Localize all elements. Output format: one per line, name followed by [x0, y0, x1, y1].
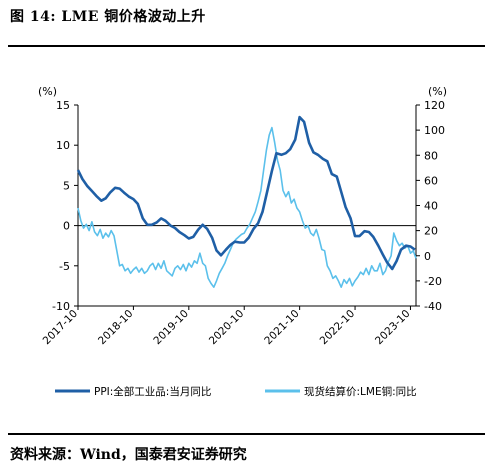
plot-layer: 15 10 5 0 -5 -10 120 100 80 60 40 20 0 -20 -40 2017-10 2… — [41, 99, 445, 347]
right-tick-label: 60 — [424, 174, 438, 187]
source-note: 资料来源：Wind，国泰君安证券研究 — [10, 447, 247, 463]
left-tick-label: -10 — [52, 300, 70, 313]
legend-label-lme: 现货结算价:LME铜:同比 — [304, 385, 417, 398]
right-tick-label: -20 — [424, 275, 442, 288]
left-tick-label: 15 — [56, 99, 70, 112]
x-tick-label: 2018-10 — [96, 308, 136, 348]
legend: PPI:全部工业品:当月同比 现货结算价:LME铜:同比 — [55, 385, 417, 398]
legend-label-ppi: PPI:全部工业品:当月同比 — [94, 385, 211, 398]
series-line-ppi — [76, 115, 416, 271]
left-tick-label: 10 — [56, 139, 70, 152]
left-tick-label: -5 — [59, 260, 70, 273]
x-tick-label: 2019-10 — [151, 308, 191, 348]
left-tick-label: 0 — [63, 220, 70, 233]
right-axis-unit: (%) — [428, 85, 447, 98]
x-tick-label: 2017-10 — [41, 308, 81, 348]
right-tick-label: 100 — [424, 124, 445, 137]
series-line-lme — [77, 126, 417, 288]
right-tick-label: 0 — [424, 250, 431, 263]
left-axis-unit: (%) — [38, 85, 57, 98]
top-rule — [8, 45, 485, 47]
x-tick-label: 2020-10 — [207, 308, 247, 348]
right-tick-label: 20 — [424, 225, 438, 238]
x-tick-label: 2022-10 — [318, 308, 358, 348]
right-tick-label: 120 — [424, 99, 445, 112]
x-tick-label: 2023-10 — [373, 308, 413, 348]
x-tick-label: 2021-10 — [262, 308, 302, 348]
right-tick-label: -40 — [424, 300, 442, 313]
chart-title: 图 14: LME 铜价格波动上升 — [10, 9, 206, 25]
right-tick-label: 80 — [424, 149, 438, 162]
left-tick-label: 5 — [63, 179, 70, 192]
bottom-rule — [8, 433, 485, 435]
right-tick-label: 40 — [424, 200, 438, 213]
